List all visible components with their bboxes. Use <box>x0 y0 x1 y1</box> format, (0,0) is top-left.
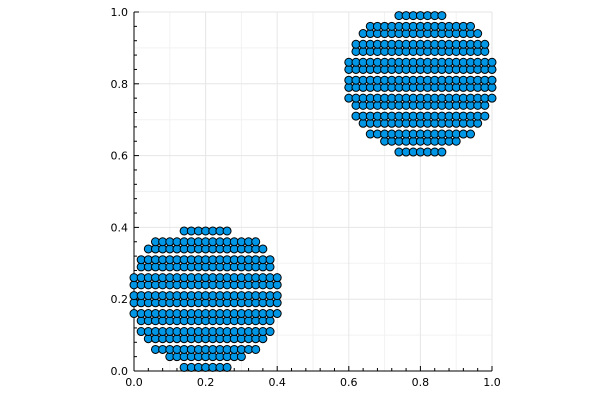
scatter-point <box>222 362 232 372</box>
x-tick-label: 0.8 <box>412 376 430 389</box>
x-tick-label: 0.2 <box>197 376 215 389</box>
scatter-point <box>251 344 261 354</box>
scatter-point <box>480 111 490 121</box>
scatter-point <box>272 273 282 283</box>
x-tick-label: 1.0 <box>483 376 501 389</box>
scatter-point <box>437 147 447 157</box>
scatter-point <box>473 29 483 39</box>
y-tick-label: 0.2 <box>111 293 129 306</box>
y-tick-label: 0.6 <box>111 150 129 163</box>
scatter-point <box>466 21 476 31</box>
x-tick-label: 0.0 <box>125 376 143 389</box>
x-tick-label: 0.6 <box>340 376 358 389</box>
scatter-point <box>480 39 490 49</box>
scatter-point <box>251 237 261 247</box>
scatter-point <box>265 327 275 337</box>
scatter-point <box>272 291 282 301</box>
scatter-point <box>265 255 275 265</box>
y-tick-label: 1.0 <box>111 6 129 19</box>
y-tick-label: 0.0 <box>111 365 129 378</box>
scatter-point <box>272 309 282 319</box>
y-tick-label: 0.4 <box>111 221 129 234</box>
scatter-point <box>487 57 497 67</box>
scatter-point <box>437 11 447 21</box>
scatter-point <box>487 75 497 85</box>
scatter-point <box>466 129 476 139</box>
scatter-point <box>222 226 232 236</box>
data-points <box>129 11 497 372</box>
y-tick-label: 0.8 <box>111 78 129 91</box>
x-tick-label: 0.4 <box>268 376 286 389</box>
scatter-point <box>487 93 497 103</box>
scatter-point <box>258 244 268 254</box>
